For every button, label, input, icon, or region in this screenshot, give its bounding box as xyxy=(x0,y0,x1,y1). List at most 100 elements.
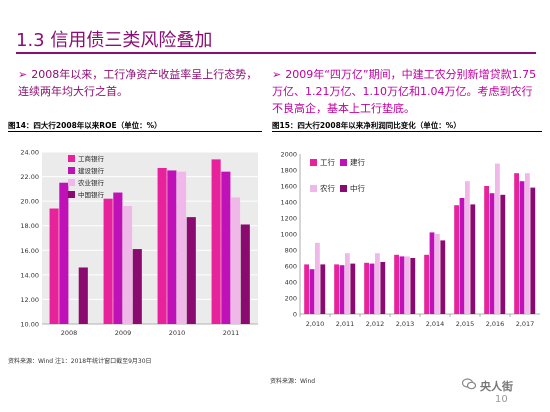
chart1-bar-农业银行-2009 xyxy=(123,206,133,324)
chart2-bar-工行-2,012 xyxy=(364,262,369,314)
chart1-bar-建设银行-2011 xyxy=(221,171,231,324)
chart2-y-tick-label: 2000 xyxy=(280,151,297,159)
bullet-arrow-icon: ➢ xyxy=(18,68,28,81)
chart2-y-tick-label: 1600 xyxy=(280,183,297,191)
chart1-legend-swatch xyxy=(68,155,75,162)
chart2-bar-工行-2,014 xyxy=(424,254,429,314)
chart1-legend-label: 工商银行 xyxy=(78,154,105,163)
chart2-legend-swatch xyxy=(340,159,347,166)
source-right: 资料来源：Wind xyxy=(270,378,316,385)
chart2-bar-农行-2,010 xyxy=(315,242,320,314)
source-left: 资料来源：Wind 注1：2018年统计窗口截至9月30日 xyxy=(8,358,152,365)
chart2-y-tick-label: 200 xyxy=(285,295,297,303)
chart2-y-tick-label: 1000 xyxy=(280,231,297,239)
chart2-x-tick-label: 2,015 xyxy=(456,320,475,328)
chart2-bar-中行-2,015 xyxy=(470,204,476,314)
chart2-y-tick-label: 1800 xyxy=(280,167,297,175)
chart2-bar-工行-2,011 xyxy=(334,264,339,314)
chart2-bar-农行-2,013 xyxy=(405,256,410,314)
chart1-bar-工商银行-2010 xyxy=(157,167,167,324)
chart1-bar-中国银行-2011 xyxy=(240,224,250,324)
chart2-y-tick-label: 600 xyxy=(285,263,297,271)
chart2-bar-农行-2,016 xyxy=(495,163,500,314)
chart2-legend-swatch xyxy=(310,159,317,166)
chart1-legend-label: 建设银行 xyxy=(78,166,105,175)
chart2-bar-农行-2,014 xyxy=(435,234,440,314)
chart2-legend-label: 工行 xyxy=(320,157,335,167)
chart1-bar-建设银行-2008 xyxy=(59,182,69,324)
chart2-bar-建行-2,017 xyxy=(519,181,525,314)
chart2-bar-中行-2,014 xyxy=(440,240,446,314)
chart2-caption: 图15：四大行2008年以来净利润同比变化（单位：%） xyxy=(272,121,461,130)
chart-profit-growth: 0 200 400 600 800 1000 1200 1400 1600 1800 2000 2,0… xyxy=(280,151,540,328)
chart1-y-tick-label: 24.00 xyxy=(20,149,39,157)
chart1-legend-swatch xyxy=(68,179,75,186)
chart2-y-tick-label: 800 xyxy=(285,247,297,255)
chart2-bar-建行-2,016 xyxy=(489,193,495,314)
chart1-caption: 图14：四大行2008年以来ROE（单位：%） xyxy=(8,121,162,130)
chart1-bar-工商银行-2008 xyxy=(49,208,59,324)
chart2-bar-中行-2,016 xyxy=(500,194,506,314)
chart1-y-tick-label: 22.00 xyxy=(20,173,39,181)
chart2-bar-工行-2,017 xyxy=(514,173,519,314)
chart1-bar-农业银行-2011 xyxy=(231,197,241,324)
chart1-y-tick-label: 14.00 xyxy=(20,271,39,279)
chart2-legend-label: 建行 xyxy=(350,157,365,167)
chart1-bar-中国银行-2009 xyxy=(132,249,142,324)
chart2-x-tick-label: 2,016 xyxy=(486,320,505,328)
chart2-bar-农行-2,015 xyxy=(465,181,470,314)
chart2-bar-中行-2,013 xyxy=(410,258,416,314)
bullet-left: ➢ 2008年以来，工行净资产收益率呈上行态势，连续两年均大行之首。 xyxy=(18,66,268,100)
chart2-x-tick-label: 2,017 xyxy=(516,320,535,328)
chart2-x-tick-label: 2,014 xyxy=(426,320,445,328)
slide-title: 1.3 信用债三类风险叠加 xyxy=(16,30,213,51)
chart1-caption-rule xyxy=(8,131,262,132)
chart2-y-tick-label: 1200 xyxy=(280,215,297,223)
chart2-bar-工行-2,015 xyxy=(454,205,459,314)
chart2-y-tick-label: 1400 xyxy=(280,199,297,207)
chart2-x-tick-label: 2,010 xyxy=(306,320,325,328)
chart1-x-tick-label: 2008 xyxy=(61,329,78,337)
chart2-y-tick-label: 0 xyxy=(293,311,297,319)
chart2-bar-建行-2,010 xyxy=(309,269,315,314)
title-divider xyxy=(16,52,536,54)
page-number: 10 xyxy=(495,394,508,405)
chart2-bar-农行-2,011 xyxy=(345,253,350,314)
chart2-bar-中行-2,012 xyxy=(380,262,386,314)
chart1-x-tick-label: 2010 xyxy=(169,329,186,337)
bullet-right-text: 2009年“四万亿”期间，中建工农分别新增贷款1.75万亿、1.21万亿、1.1… xyxy=(272,68,537,115)
chart2-caption-rule xyxy=(272,131,542,132)
chart1-bar-建设银行-2010 xyxy=(167,170,177,324)
chart1-legend-swatch xyxy=(68,191,75,198)
chart2-x-tick-label: 2,011 xyxy=(336,320,355,328)
chart2-bar-工行-2,013 xyxy=(394,254,399,314)
chart2-legend-label: 中行 xyxy=(350,183,365,193)
chart2-bar-中行-2,017 xyxy=(530,187,536,314)
chart1-bar-工商银行-2009 xyxy=(103,198,113,324)
chart1-bar-建设银行-2009 xyxy=(113,192,123,324)
chart2-bar-农行-2,012 xyxy=(375,253,380,314)
chart1-bar-中国银行-2010 xyxy=(186,217,196,324)
chart1-x-tick-label: 2009 xyxy=(115,329,132,337)
chart1-y-tick-label: 18.00 xyxy=(20,222,39,230)
chart2-legend-label: 农行 xyxy=(320,183,335,193)
chart2-x-tick-label: 2,013 xyxy=(396,320,415,328)
chart2-bar-建行-2,011 xyxy=(339,265,345,314)
chart2-bar-农行-2,017 xyxy=(525,173,530,314)
bullet-arrow-icon: ➢ xyxy=(272,68,282,81)
chart2-bar-建行-2,015 xyxy=(459,198,465,314)
chart1-legend-label: 中国银行 xyxy=(78,190,105,199)
chart1-y-tick-label: 20.00 xyxy=(20,198,39,206)
chart1-y-tick-label: 12.00 xyxy=(20,296,39,304)
chart2-legend-swatch xyxy=(340,185,347,192)
chart1-legend-label: 农业银行 xyxy=(78,178,105,187)
chart1-x-tick-label: 2011 xyxy=(223,329,240,337)
chart1-legend-swatch xyxy=(68,167,75,174)
chart1-bar-工商银行-2011 xyxy=(211,159,221,324)
chart2-bar-建行-2,014 xyxy=(429,232,435,314)
chart2-bar-中行-2,010 xyxy=(320,264,326,314)
chart2-bar-工行-2,010 xyxy=(304,264,309,314)
watermark: 央人街 xyxy=(480,380,513,393)
chart2-legend-swatch xyxy=(310,185,317,192)
chart1-y-tick-label: 10.00 xyxy=(20,321,39,329)
